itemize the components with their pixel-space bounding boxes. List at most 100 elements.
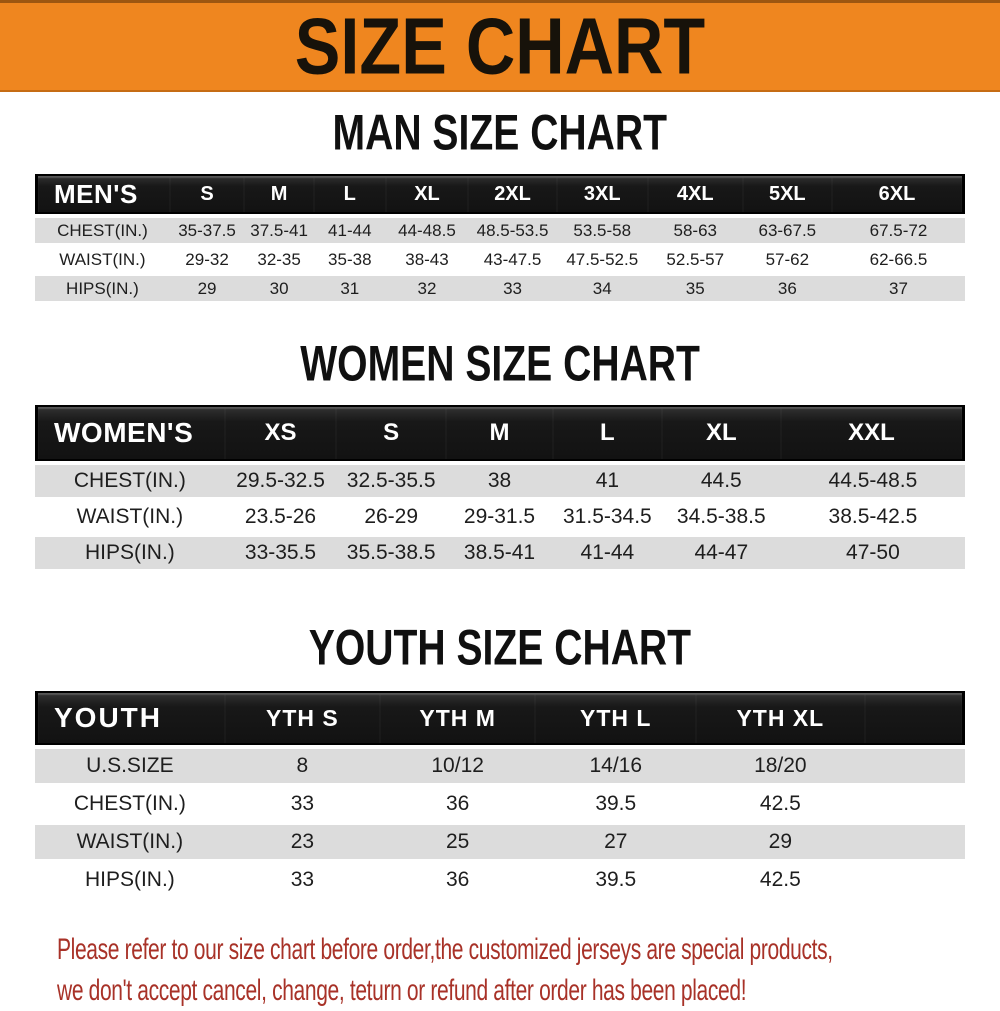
size-value-cell: 44.5-48.5	[828, 469, 918, 492]
size-value-cell: 32.5-35.5	[346, 469, 436, 492]
size-value-cell: 29.5-32.5	[236, 469, 325, 492]
row-label: WAIST(IN.)	[76, 830, 184, 853]
size-value-cell: 47.5-52.5	[566, 249, 639, 269]
size-value-cell: 36	[445, 868, 470, 891]
size-value-cell: 33	[290, 792, 315, 815]
size-value-cell: 41	[595, 469, 620, 492]
size-value-cell: 38-43	[405, 249, 449, 269]
size-value-cell: 34	[592, 278, 612, 298]
size-column-header: XXL	[780, 405, 965, 461]
size-value-cell: 35-38	[328, 249, 372, 269]
size-value-cell: 29-32	[185, 249, 229, 269]
banner-title: SIZE CHART	[294, 1, 706, 91]
size-value-cell: 26-29	[364, 505, 419, 528]
women-size-table: WOMEN'S XS S M L XL XXL CHEST(IN.) 29.5-32.5 32.5…	[35, 401, 965, 573]
size-value-cell: 32	[417, 278, 437, 298]
size-value-cell: 38.5-42.5	[828, 505, 918, 528]
table-header-row: YOUTH YTH S YTH M YTH L YTH XL	[35, 691, 965, 745]
size-value-cell: 29	[768, 830, 793, 853]
table-row: WAIST(IN.) 29-32 32-35 35-38 38-43 43-47.5 47.…	[35, 247, 965, 272]
size-value-cell: 31	[340, 278, 360, 298]
size-value-cell: 25	[445, 830, 470, 853]
size-column-header: YTH M	[380, 691, 536, 745]
size-value-cell: 67.5-72	[869, 220, 928, 240]
table-header-row: WOMEN'S XS S M L XL XXL	[35, 405, 965, 461]
youth-size-table: YOUTH YTH S YTH M YTH L YTH XL U.S.SIZE 8 10/12…	[35, 687, 965, 901]
size-column-header: M	[244, 174, 314, 214]
size-value-cell: 53.5-58	[573, 220, 632, 240]
row-label: HIPS(IN.)	[84, 868, 175, 891]
table-corner-label: YOUTH	[35, 691, 225, 745]
size-column-header: YTH L	[535, 691, 697, 745]
row-label: CHEST(IN.)	[73, 469, 186, 492]
size-column-header: 4XL	[647, 174, 743, 214]
size-value-cell: 35.5-38.5	[346, 541, 436, 564]
size-value-cell: 33-35.5	[244, 541, 317, 564]
size-value-cell: 14/16	[589, 754, 643, 777]
size-value-cell: 58-63	[673, 220, 717, 240]
filler-cell	[864, 691, 965, 745]
size-value-cell: 35	[685, 278, 705, 298]
size-column-header: 6XL	[831, 174, 965, 214]
men-size-table: MEN'S S M L XL 2XL 3XL 4XL 5XL 6XL CHEST(IN.) 35-37…	[35, 170, 965, 305]
size-column-header: L	[313, 174, 386, 214]
size-column-header: YTH S	[224, 691, 381, 745]
row-label: HIPS(IN.)	[66, 278, 139, 298]
row-label: CHEST(IN.)	[57, 220, 148, 240]
size-column-header: XL	[661, 405, 781, 461]
table-row: U.S.SIZE 8 10/12 14/16 18/20	[35, 749, 965, 783]
size-column-header: S	[169, 174, 245, 214]
size-value-cell: 39.5	[595, 868, 637, 891]
table-row: HIPS(IN.) 33-35.5 35.5-38.5 38.5-41 41-44 44-…	[35, 537, 965, 569]
size-value-cell: 63-67.5	[758, 220, 817, 240]
size-column-header: 2XL	[468, 174, 557, 214]
size-column-header: 5XL	[742, 174, 832, 214]
table-row: CHEST(IN.) 33 36 39.5 42.5	[35, 787, 965, 821]
size-value-cell: 33	[503, 278, 522, 298]
row-label: WAIST(IN.)	[59, 249, 146, 269]
size-value-cell: 62-66.5	[869, 249, 928, 269]
size-value-cell: 23.5-26	[244, 505, 317, 528]
order-notice-line-1: Please refer to our size chart before or…	[57, 933, 833, 966]
size-column-header: XL	[385, 174, 469, 214]
size-column-header: L	[552, 405, 662, 461]
table-row: CHEST(IN.) 29.5-32.5 32.5-35.5 38 41 44.5 44.5…	[35, 465, 965, 497]
size-value-cell: 37	[889, 278, 908, 298]
size-value-cell: 44.5	[700, 469, 742, 492]
size-value-cell: 8	[296, 754, 309, 777]
order-notice-text: Please refer to our size chart before or…	[0, 929, 1000, 1011]
men-section-heading: MAN SIZE CHART	[332, 103, 668, 161]
size-chart-banner: SIZE CHART	[0, 0, 1000, 92]
size-value-cell: 48.5-53.5	[476, 220, 549, 240]
table-row: WAIST(IN.) 23 25 27 29	[35, 825, 965, 859]
size-value-cell: 44-48.5	[398, 220, 456, 240]
table-corner-label: WOMEN'S	[35, 405, 225, 461]
size-value-cell: 43-47.5	[483, 249, 542, 269]
size-value-cell: 42.5	[759, 868, 801, 891]
table-row: WAIST(IN.) 23.5-26 26-29 29-31.5 31.5-34.5 34…	[35, 501, 965, 533]
filler-cell	[865, 749, 965, 783]
size-value-cell: 32-35	[257, 249, 301, 269]
filler-cell	[865, 863, 965, 897]
size-value-cell: 10/12	[431, 754, 484, 777]
size-column-header: XS	[224, 405, 337, 461]
order-notice-line-2: we don't accept cancel, change, teturn o…	[57, 974, 747, 1007]
filler-cell	[865, 825, 965, 859]
size-value-cell: 35-37.5	[178, 220, 236, 240]
size-value-cell: 42.5	[759, 792, 801, 815]
size-value-cell: 38.5-41	[463, 541, 536, 564]
size-value-cell: 27	[604, 830, 628, 853]
size-value-cell: 36	[777, 278, 797, 298]
size-column-header: YTH XL	[696, 691, 865, 745]
size-value-cell: 29-31.5	[463, 505, 536, 528]
size-value-cell: 31.5-34.5	[563, 505, 652, 528]
size-value-cell: 36	[445, 792, 470, 815]
row-label: U.S.SIZE	[86, 754, 174, 777]
women-section-heading: WOMEN SIZE CHART	[300, 334, 700, 392]
size-value-cell: 52.5-57	[666, 249, 725, 269]
size-column-header: 3XL	[556, 174, 648, 214]
size-value-cell: 37.5-41	[250, 220, 308, 240]
table-corner-label: MEN'S	[35, 174, 170, 214]
size-value-cell: 34.5-38.5	[676, 505, 766, 528]
size-value-cell: 41-44	[580, 541, 635, 564]
